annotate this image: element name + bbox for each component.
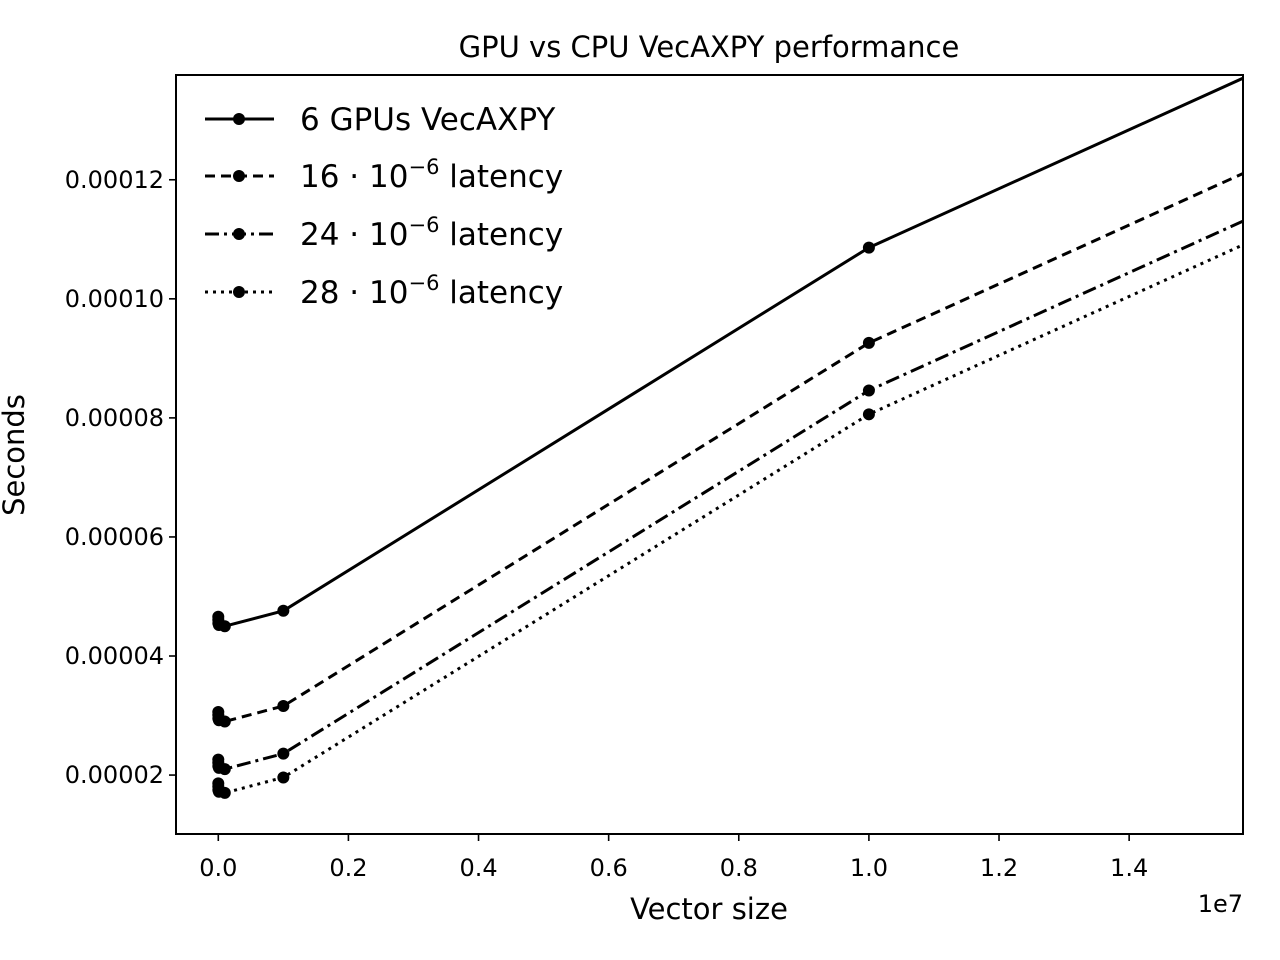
x-axis-label: Vector size bbox=[630, 892, 788, 926]
data-point bbox=[218, 786, 231, 799]
legend-marker bbox=[233, 170, 245, 182]
legend-label-2: 16 · 10−6 latency bbox=[300, 155, 563, 195]
data-point bbox=[218, 715, 231, 728]
data-point bbox=[1253, 232, 1265, 244]
x-tick-label: 0.8 bbox=[720, 854, 758, 882]
x-tick-label: 0.2 bbox=[329, 854, 367, 882]
y-tick-label: 0.00006 bbox=[65, 523, 164, 551]
data-point bbox=[277, 771, 290, 784]
data-point bbox=[1253, 208, 1265, 220]
data-point bbox=[277, 700, 290, 713]
y-axis-label: Seconds bbox=[0, 394, 31, 516]
data-point bbox=[1253, 160, 1265, 172]
data-point bbox=[1253, 65, 1265, 77]
data-point bbox=[862, 408, 875, 421]
chart-title: GPU vs CPU VecAXPY performance bbox=[459, 30, 960, 64]
series-line-4 bbox=[216, 243, 1243, 795]
data-point bbox=[277, 747, 290, 760]
x-tick-label: 0.6 bbox=[590, 854, 628, 882]
data-point bbox=[862, 241, 875, 254]
data-point bbox=[862, 336, 875, 349]
y-tick-label: 0.00010 bbox=[65, 285, 164, 313]
legend-marker bbox=[233, 286, 245, 298]
y-tick-label: 0.00012 bbox=[65, 166, 164, 194]
y-tick-label: 0.00002 bbox=[65, 761, 164, 789]
x-tick-label: 1.0 bbox=[850, 854, 888, 882]
data-point bbox=[218, 763, 231, 776]
legend-marker bbox=[233, 228, 245, 240]
x-tick-label: 1.4 bbox=[1110, 854, 1148, 882]
x-tick-label: 0.4 bbox=[459, 854, 497, 882]
data-point bbox=[862, 384, 875, 397]
legend: 6 GPUs VecAXPY 16 · 10−6 latency 24 · 10−6… bbox=[205, 102, 563, 311]
y-axis: 0.00002 0.00004 0.00006 0.00008 0.00010 0.000… bbox=[65, 166, 176, 789]
x-axis-offset-label: 1e7 bbox=[1198, 890, 1243, 918]
legend-marker bbox=[233, 113, 245, 125]
legend-label-3: 24 · 10−6 latency bbox=[300, 213, 563, 253]
data-point bbox=[277, 604, 290, 617]
y-tick-label: 0.00008 bbox=[65, 404, 164, 432]
x-tick-label: 0.0 bbox=[199, 854, 237, 882]
data-point bbox=[218, 620, 231, 633]
y-tick-label: 0.00004 bbox=[65, 642, 164, 670]
legend-label-4: 28 · 10−6 latency bbox=[300, 271, 563, 311]
plot-frame bbox=[175, 74, 1244, 835]
series-line-1 bbox=[216, 76, 1243, 628]
legend-label-1: 6 GPUs VecAXPY bbox=[300, 102, 555, 138]
series-layer bbox=[212, 65, 1265, 799]
x-tick-label: 1.2 bbox=[980, 854, 1018, 882]
x-axis: 0.0 0.2 0.4 0.6 0.8 1.0 1.2 1.4 bbox=[199, 834, 1148, 882]
